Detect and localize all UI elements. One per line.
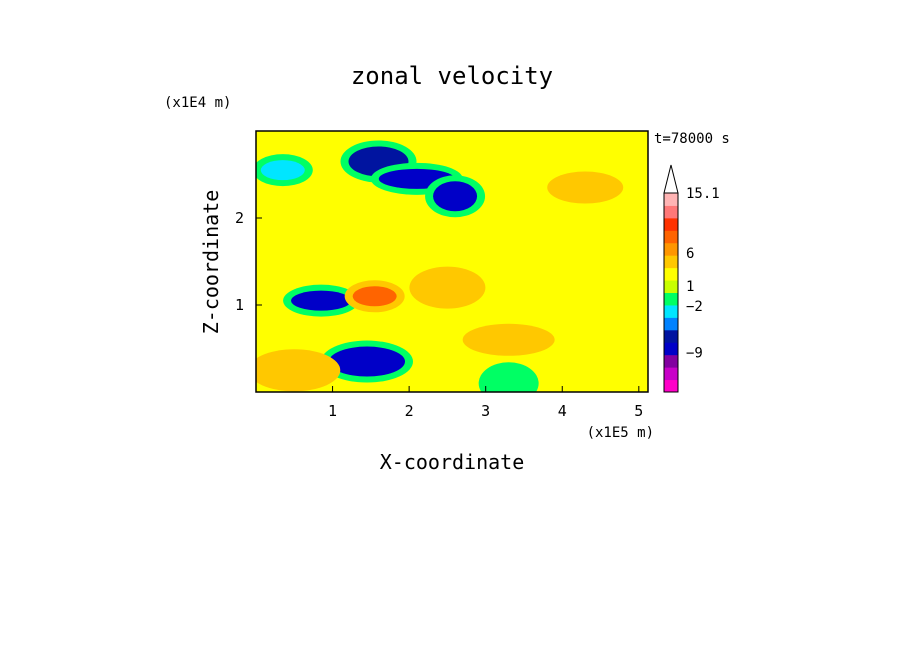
contour-blob	[260, 160, 305, 181]
y-axis: 12	[235, 209, 262, 314]
colorbar-swatch	[664, 342, 678, 356]
colorbar-swatch	[664, 255, 678, 269]
x-tick-label: 3	[481, 402, 490, 420]
colorbar-label: 6	[686, 246, 694, 262]
y-unit-label: (x1E4 m)	[164, 95, 231, 111]
contour-blob	[352, 286, 397, 307]
colorbar-label: −9	[686, 345, 703, 361]
contour-blob	[486, 368, 531, 392]
colorbar-swatch	[664, 242, 678, 256]
contour-blob	[256, 355, 333, 386]
colorbar-frame	[663, 192, 679, 393]
colorbar-swatch	[664, 367, 678, 381]
colorbar: 15.1 6 1 −2 −9	[663, 164, 720, 393]
x-tick-label: 2	[405, 402, 414, 420]
x-tick-label: 4	[558, 402, 567, 420]
contour-blob	[417, 272, 478, 303]
colorbar-swatch	[664, 292, 678, 306]
x-axis: 1 2 3 4 5	[328, 386, 643, 420]
y-tick-label: 1	[235, 296, 244, 314]
contour-field	[256, 140, 624, 392]
colorbar-swatch	[664, 329, 678, 343]
colorbar-swatch	[664, 280, 678, 293]
colorbar-swatch	[664, 205, 678, 219]
chart-title: zonal velocity	[351, 62, 553, 90]
contour-blob	[291, 290, 352, 311]
contour-blob	[329, 346, 406, 377]
colorbar-swatch	[664, 317, 678, 331]
colorbar-swatch	[664, 193, 678, 206]
y-tick-label: 2	[235, 209, 244, 227]
colorbar-swatch	[664, 379, 678, 393]
x-unit-label: (x1E5 m)	[587, 425, 654, 441]
colorbar-label: 1	[686, 279, 694, 295]
plot-frame	[255, 130, 649, 393]
x-axis-title: X-coordinate	[380, 450, 525, 474]
colorbar-swatch	[664, 304, 678, 318]
colorbar-extend-arrow	[663, 164, 679, 194]
contour-blob	[555, 177, 616, 198]
colorbar-label: 15.1	[686, 186, 720, 202]
colorbar-label: −2	[686, 299, 703, 315]
y-axis-title: Z-coordinate	[199, 190, 223, 335]
colorbar-swatch	[664, 354, 678, 368]
colorbar-swatch	[664, 230, 678, 244]
contour-blob	[433, 181, 478, 212]
x-tick-label: 5	[634, 402, 643, 420]
plot-area	[255, 130, 649, 393]
x-tick-label: 1	[328, 402, 337, 420]
colorbar-swatch	[664, 267, 678, 281]
colorbar-swatch	[664, 217, 678, 231]
contour-blob	[470, 329, 547, 350]
time-label: t=78000 s	[654, 131, 730, 147]
